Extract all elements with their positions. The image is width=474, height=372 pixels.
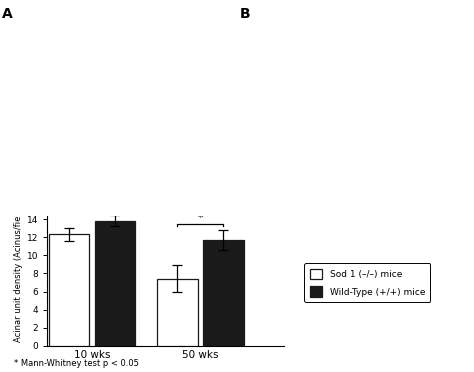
Text: A: A xyxy=(2,7,13,22)
Bar xyxy=(95,221,136,346)
Text: *: * xyxy=(120,194,126,204)
Y-axis label: Acinar unit density (Acinus/field): Acinar unit density (Acinus/field) xyxy=(14,205,23,342)
Text: *: * xyxy=(89,199,95,208)
Text: *: * xyxy=(198,213,203,223)
Text: * Mann-Whitney test p < 0.05: * Mann-Whitney test p < 0.05 xyxy=(14,359,139,368)
Text: C: C xyxy=(5,186,15,201)
Bar xyxy=(203,240,244,346)
Bar xyxy=(49,234,90,346)
Text: B: B xyxy=(239,7,250,22)
Legend: Sod 1 (–/–) mice, Wild-Type (+/+) mice: Sod 1 (–/–) mice, Wild-Type (+/+) mice xyxy=(304,263,430,302)
Bar xyxy=(157,279,198,346)
